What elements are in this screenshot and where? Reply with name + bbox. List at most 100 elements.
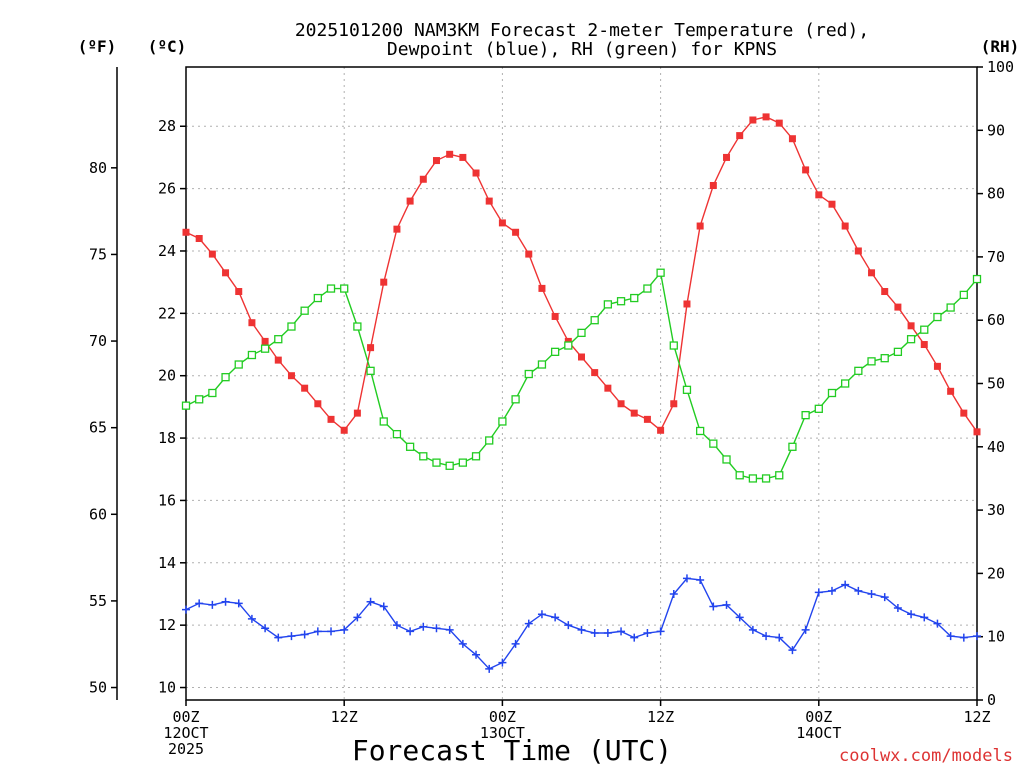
dewpoint-point — [498, 658, 507, 667]
temperature-point — [709, 181, 717, 189]
dewpoint-point — [722, 600, 731, 609]
temperature-point — [736, 132, 744, 140]
chart-title: 2025101200 NAM3KM Forecast 2-meter Tempe… — [295, 20, 869, 41]
dewpoint-point — [247, 614, 256, 623]
temperature-point — [617, 400, 625, 408]
temperature-point — [841, 222, 849, 230]
rh-point — [959, 290, 968, 300]
dewpoint-point — [775, 633, 784, 642]
rh-tick-label: 80 — [987, 185, 1005, 203]
celsius-tick-label: 18 — [158, 429, 176, 447]
x-tick-label: 13OCT — [480, 724, 525, 742]
rh-point — [590, 316, 599, 325]
rh-point — [656, 268, 665, 277]
rh-point — [511, 395, 520, 404]
rh-point — [195, 395, 204, 404]
rh-point — [485, 436, 494, 445]
dewpoint-point — [959, 633, 968, 642]
dewpoint-point — [682, 574, 691, 583]
dewpoint-point — [617, 627, 626, 636]
temperature-point — [459, 153, 467, 161]
rh-point — [775, 471, 784, 480]
dewpoint-point — [920, 613, 929, 622]
temperature-point — [578, 353, 585, 361]
dewpoint-point — [748, 625, 757, 634]
rh-point — [419, 452, 428, 461]
rh-point — [524, 369, 533, 379]
rh-point — [722, 455, 731, 464]
temperature-point — [274, 356, 282, 364]
dewpoint-point — [406, 627, 415, 636]
dewpoint-point — [208, 600, 217, 609]
dewpoint-point — [287, 632, 296, 641]
temperature-point — [723, 153, 731, 161]
dewpoint-point — [854, 586, 863, 595]
fahrenheit-tick-label: 70 — [89, 332, 107, 350]
temperature-point — [854, 247, 862, 255]
x-tick-label: 00Z — [172, 708, 199, 726]
rh-point — [827, 388, 837, 398]
rh-point — [379, 417, 388, 426]
dewpoint-point — [669, 589, 678, 598]
dewpoint-point — [366, 597, 375, 606]
temperature-point — [551, 312, 559, 320]
rh-point — [696, 426, 705, 436]
rh-point — [340, 284, 349, 293]
credit-label: coolwx.com/models — [839, 746, 1013, 766]
dewpoint-point — [577, 625, 586, 634]
chart-subtitle: Dewpoint (blue), RH (green) for KPNS — [387, 39, 777, 60]
rh-point — [221, 373, 230, 382]
rh-point — [287, 322, 296, 331]
rh-tick-label: 100 — [987, 58, 1014, 76]
temperature-point — [182, 228, 190, 236]
rh-tick-label: 40 — [987, 438, 1005, 456]
rh-point — [748, 474, 758, 483]
rh-point — [643, 284, 652, 293]
temperature-point — [261, 337, 269, 345]
rh-point — [300, 306, 309, 315]
temperature-point — [657, 426, 665, 434]
temperature-point — [498, 219, 506, 227]
temperature-point — [947, 387, 955, 395]
temperature-point — [920, 341, 928, 349]
rh-point — [577, 328, 586, 338]
dewpoint-point — [564, 621, 573, 630]
fahrenheit-tick-label: 50 — [89, 679, 107, 697]
rh-point — [801, 410, 810, 420]
rh-tick-label: 70 — [987, 248, 1005, 266]
rh-tick-label: 50 — [987, 375, 1005, 393]
temperature-point — [960, 409, 968, 417]
temperature-point — [525, 250, 533, 258]
rh-point — [709, 439, 718, 448]
rh-point — [788, 442, 797, 451]
dewpoint-point — [432, 624, 441, 633]
dewpoint-point — [814, 588, 823, 597]
celsius-tick-label: 10 — [158, 679, 176, 697]
dewpoint-point — [735, 613, 744, 622]
celsius-tick-label: 26 — [158, 180, 176, 198]
rh-point — [735, 471, 744, 480]
rh-point — [471, 452, 481, 461]
dewpoint-point — [313, 627, 322, 636]
temperature-point — [314, 400, 322, 408]
plot-frame — [185, 66, 978, 701]
temperature-point — [380, 278, 388, 286]
rh-point — [946, 303, 955, 312]
x-tick-label: 2025 — [168, 740, 204, 758]
dewpoint-point — [907, 610, 916, 619]
rh-point — [392, 429, 402, 439]
rh-point — [445, 461, 454, 470]
x-tick-label: 12Z — [963, 708, 990, 726]
rh-tick-label: 60 — [987, 311, 1005, 329]
temperature-point — [406, 197, 414, 205]
rh-point — [353, 322, 362, 331]
rh-tick-label: 90 — [987, 121, 1005, 139]
temperature-point — [802, 166, 810, 174]
dewpoint-point — [643, 628, 652, 637]
rh-point — [682, 385, 692, 394]
rh-point — [247, 350, 257, 360]
temperature-point — [683, 300, 691, 308]
temperature-point — [630, 409, 638, 417]
temperature-point — [749, 116, 757, 124]
